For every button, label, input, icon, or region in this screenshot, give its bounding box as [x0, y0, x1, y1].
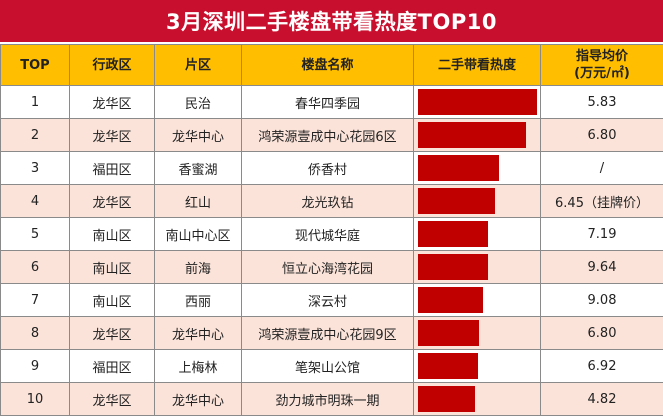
header-price-line1: 指导均价	[576, 49, 628, 64]
area-cell: 南山中心区	[155, 218, 242, 251]
area-cell: 龙华中心	[155, 317, 242, 350]
heat-bar	[418, 221, 488, 247]
price-cell: 6.80	[541, 119, 663, 152]
header-district: 行政区	[70, 45, 155, 86]
estate-cell: 笔架山公馆	[242, 350, 414, 383]
price-cell: 6.45（挂牌价）	[541, 185, 663, 218]
header-row: TOP 行政区 片区 楼盘名称 二手带看热度 指导均价 (万元/㎡)	[1, 45, 663, 86]
district-cell: 龙华区	[70, 86, 155, 119]
rank-cell: 10	[1, 383, 70, 416]
heat-bar	[418, 155, 499, 181]
price-cell: 9.08	[541, 284, 663, 317]
area-cell: 香蜜湖	[155, 152, 242, 185]
district-cell: 南山区	[70, 251, 155, 284]
estate-cell: 鸿荣源壹成中心花园6区	[242, 119, 414, 152]
price-cell: /	[541, 152, 663, 185]
header-price: 指导均价 (万元/㎡)	[541, 45, 663, 86]
district-cell: 龙华区	[70, 185, 155, 218]
rank-cell: 9	[1, 350, 70, 383]
estate-cell: 劲力城市明珠一期	[242, 383, 414, 416]
district-cell: 龙华区	[70, 317, 155, 350]
heat-bar	[418, 188, 495, 214]
price-cell: 6.92	[541, 350, 663, 383]
area-cell: 前海	[155, 251, 242, 284]
area-cell: 西丽	[155, 284, 242, 317]
price-cell: 4.82	[541, 383, 663, 416]
area-cell: 龙华中心	[155, 383, 242, 416]
area-cell: 龙华中心	[155, 119, 242, 152]
rank-cell: 7	[1, 284, 70, 317]
heat-cell	[414, 119, 541, 152]
heat-bar	[418, 386, 475, 412]
district-cell: 福田区	[70, 152, 155, 185]
rank-cell: 5	[1, 218, 70, 251]
rank-cell: 2	[1, 119, 70, 152]
heat-cell	[414, 152, 541, 185]
heat-bar	[418, 353, 478, 379]
district-cell: 龙华区	[70, 119, 155, 152]
header-heat: 二手带看热度	[414, 45, 541, 86]
heat-bar	[418, 89, 537, 115]
district-cell: 南山区	[70, 218, 155, 251]
heat-bar	[418, 320, 479, 346]
area-cell: 红山	[155, 185, 242, 218]
header-area: 片区	[155, 45, 242, 86]
estate-cell: 龙光玖钻	[242, 185, 414, 218]
price-cell: 6.80	[541, 317, 663, 350]
rank-cell: 1	[1, 86, 70, 119]
district-cell: 龙华区	[70, 383, 155, 416]
heat-cell	[414, 350, 541, 383]
header-top: TOP	[1, 45, 70, 86]
heat-cell	[414, 185, 541, 218]
price-cell: 5.83	[541, 86, 663, 119]
rank-cell: 8	[1, 317, 70, 350]
heat-cell	[414, 317, 541, 350]
estate-cell: 现代城华庭	[242, 218, 414, 251]
rank-cell: 4	[1, 185, 70, 218]
page-title: 3月深圳二手楼盘带看热度TOP10	[0, 0, 663, 42]
estate-cell: 鸿荣源壹成中心花园9区	[242, 317, 414, 350]
heat-bar	[418, 287, 483, 313]
estate-cell: 春华四季园	[242, 86, 414, 119]
price-cell: 7.19	[541, 218, 663, 251]
heat-cell	[414, 86, 541, 119]
rank-cell: 3	[1, 152, 70, 185]
heat-bar	[418, 254, 488, 280]
heat-cell	[414, 284, 541, 317]
area-cell: 民治	[155, 86, 242, 119]
estate-cell: 侨香村	[242, 152, 414, 185]
header-price-line2: (万元/㎡)	[574, 66, 630, 81]
heat-bar	[418, 122, 526, 148]
estate-cell: 恒立心海湾花园	[242, 251, 414, 284]
rank-cell: 6	[1, 251, 70, 284]
heat-cell	[414, 218, 541, 251]
heat-cell	[414, 251, 541, 284]
heat-cell	[414, 383, 541, 416]
district-cell: 南山区	[70, 284, 155, 317]
district-cell: 福田区	[70, 350, 155, 383]
area-cell: 上梅林	[155, 350, 242, 383]
header-estate: 楼盘名称	[242, 45, 414, 86]
price-cell: 9.64	[541, 251, 663, 284]
estate-cell: 深云村	[242, 284, 414, 317]
